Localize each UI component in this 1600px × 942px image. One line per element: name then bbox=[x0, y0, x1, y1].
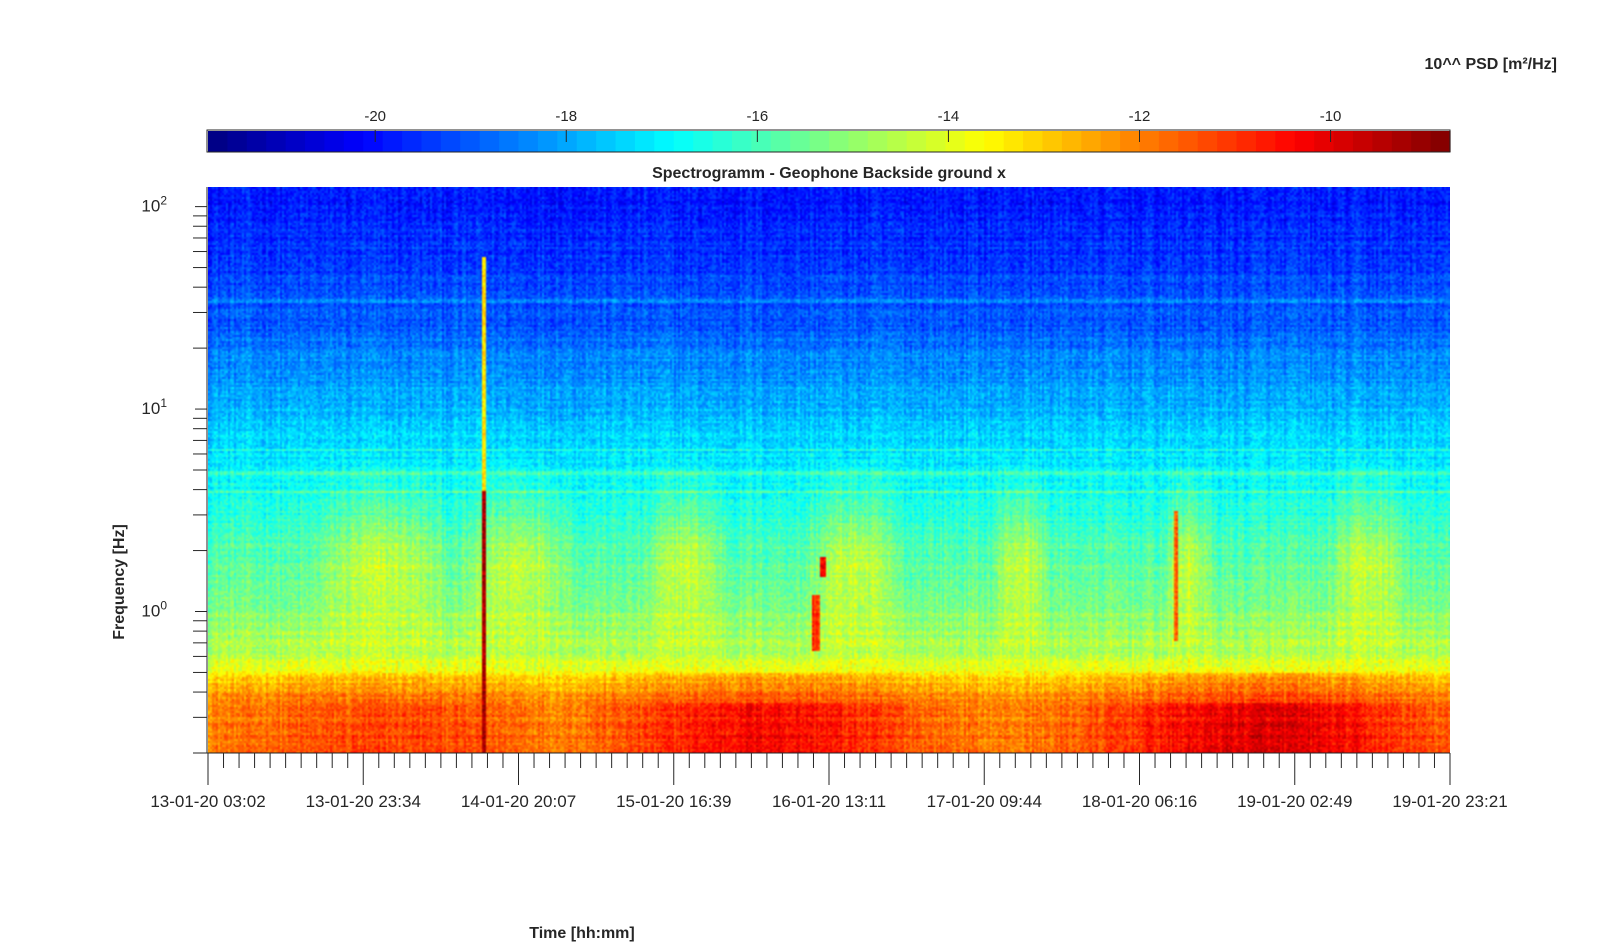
y-tick-exponent: 2 bbox=[160, 194, 167, 208]
colorbar-cell bbox=[1197, 131, 1218, 152]
colorbar-cell bbox=[1430, 131, 1451, 152]
colorbar-tick-label: -18 bbox=[555, 108, 577, 125]
colorbar-cell bbox=[945, 131, 966, 152]
y-tick-exponent: 1 bbox=[160, 396, 167, 410]
colorbar-label: 10^^ PSD [m²/Hz] bbox=[1425, 56, 1557, 73]
colorbar-cell bbox=[402, 131, 423, 152]
x-tick-label: 13-01-20 23:34 bbox=[306, 792, 421, 811]
colorbar-cell bbox=[887, 131, 908, 152]
colorbar-cell bbox=[285, 131, 306, 152]
colorbar-cell bbox=[305, 131, 326, 152]
colorbar-cell bbox=[1120, 131, 1141, 152]
colorbar-cell bbox=[1081, 131, 1102, 152]
x-tick-label: 14-01-20 20:07 bbox=[461, 792, 576, 811]
colorbar: -20 -18 -16 -14 -12 -10 bbox=[206, 108, 1451, 153]
x-tick-label: 16-01-20 13:11 bbox=[772, 792, 886, 811]
colorbar-cell bbox=[576, 131, 597, 152]
x-tick-label: 15-01-20 16:39 bbox=[616, 792, 731, 811]
colorbar-cell bbox=[673, 131, 694, 152]
colorbar-cell bbox=[848, 131, 869, 152]
colorbar-cell bbox=[634, 131, 655, 152]
x-axis: 13-01-20 03:02 13-01-20 23:34 14-01-20 20:… bbox=[150, 752, 1508, 811]
colorbar-tick-label: -16 bbox=[747, 108, 769, 125]
y-tick-base: 10 bbox=[141, 399, 160, 418]
colorbar-cell bbox=[693, 131, 714, 152]
colorbar-tick-label: -10 bbox=[1320, 108, 1342, 125]
colorbar-cell bbox=[1178, 131, 1199, 152]
colorbar-cell bbox=[227, 131, 248, 152]
colorbar-cell bbox=[1236, 131, 1257, 152]
colorbar-cell bbox=[867, 131, 888, 152]
colorbar-cell bbox=[1352, 131, 1373, 152]
colorbar-cell bbox=[1042, 131, 1063, 152]
colorbar-cell bbox=[1411, 131, 1432, 152]
colorbar-cell bbox=[499, 131, 520, 152]
colorbar-cell bbox=[246, 131, 267, 152]
x-axis-label: Time [hh:mm] bbox=[529, 925, 634, 942]
y-tick-base: 10 bbox=[141, 602, 160, 621]
plot-area bbox=[208, 187, 1450, 753]
colorbar-cell bbox=[906, 131, 927, 152]
colorbar-cell bbox=[1391, 131, 1412, 152]
colorbar-cell bbox=[440, 131, 461, 152]
colorbar-tick-label: -12 bbox=[1129, 108, 1151, 125]
y-tick-label: 102 bbox=[141, 194, 167, 216]
colorbar-cell bbox=[731, 131, 752, 152]
y-axis-label: Frequency [Hz] bbox=[111, 524, 128, 640]
colorbar-cell bbox=[1217, 131, 1238, 152]
colorbar-cell bbox=[557, 131, 578, 152]
colorbar-cell bbox=[1333, 131, 1354, 152]
spectrogram-heatmap bbox=[208, 187, 1450, 753]
colorbar-cell bbox=[1003, 131, 1024, 152]
y-tick-base: 10 bbox=[141, 197, 160, 216]
y-tick-label: 101 bbox=[141, 396, 167, 418]
colorbar-cell bbox=[790, 131, 811, 152]
colorbar-cell bbox=[712, 131, 733, 152]
colorbar-cell bbox=[1100, 131, 1121, 152]
colorbar-cell bbox=[382, 131, 403, 152]
colorbar-cell bbox=[1294, 131, 1315, 152]
colorbar-cell bbox=[1023, 131, 1044, 152]
colorbar-cell bbox=[1275, 131, 1296, 152]
colorbar-cell bbox=[770, 131, 791, 152]
colorbar-tick-label: -14 bbox=[938, 108, 960, 125]
colorbar-cell bbox=[751, 131, 772, 152]
colorbar-cell bbox=[809, 131, 830, 152]
x-tick-label: 19-01-20 23:21 bbox=[1392, 792, 1507, 811]
y-tick-label: 100 bbox=[141, 599, 167, 621]
colorbar-cell bbox=[1061, 131, 1082, 152]
colorbar-tick-label: -20 bbox=[364, 108, 386, 125]
colorbar-cell bbox=[596, 131, 617, 152]
colorbar-cell bbox=[460, 131, 481, 152]
y-tick-exponent: 0 bbox=[160, 599, 167, 613]
x-tick-label: 13-01-20 03:02 bbox=[150, 792, 265, 811]
colorbar-ticks: -20 -18 -16 -14 -12 -10 bbox=[364, 108, 1341, 142]
colorbar-cell bbox=[1139, 131, 1160, 152]
colorbar-cell bbox=[926, 131, 947, 152]
colorbar-cell bbox=[421, 131, 442, 152]
colorbar-cell bbox=[324, 131, 345, 152]
colorbar-cell bbox=[343, 131, 364, 152]
colorbar-cell bbox=[363, 131, 384, 152]
chart-title: Spectrogramm - Geophone Backside ground … bbox=[652, 165, 1006, 182]
colorbar-cell bbox=[1314, 131, 1335, 152]
colorbar-cell bbox=[537, 131, 558, 152]
colorbar-cell bbox=[615, 131, 636, 152]
x-tick-label: 19-01-20 02:49 bbox=[1237, 792, 1352, 811]
colorbar-cell bbox=[964, 131, 985, 152]
colorbar-cell bbox=[654, 131, 675, 152]
x-tick-label: 18-01-20 06:16 bbox=[1082, 792, 1197, 811]
colorbar-cell bbox=[984, 131, 1005, 152]
colorbar-cell bbox=[829, 131, 850, 152]
colorbar-cell bbox=[208, 131, 229, 152]
colorbar-cell bbox=[1255, 131, 1276, 152]
colorbar-cell bbox=[266, 131, 287, 152]
x-tick-label: 17-01-20 09:44 bbox=[927, 792, 1042, 811]
colorbar-cell bbox=[518, 131, 539, 152]
colorbar-cell bbox=[1372, 131, 1393, 152]
colorbar-cell bbox=[1158, 131, 1179, 152]
colorbar-cell bbox=[479, 131, 500, 152]
